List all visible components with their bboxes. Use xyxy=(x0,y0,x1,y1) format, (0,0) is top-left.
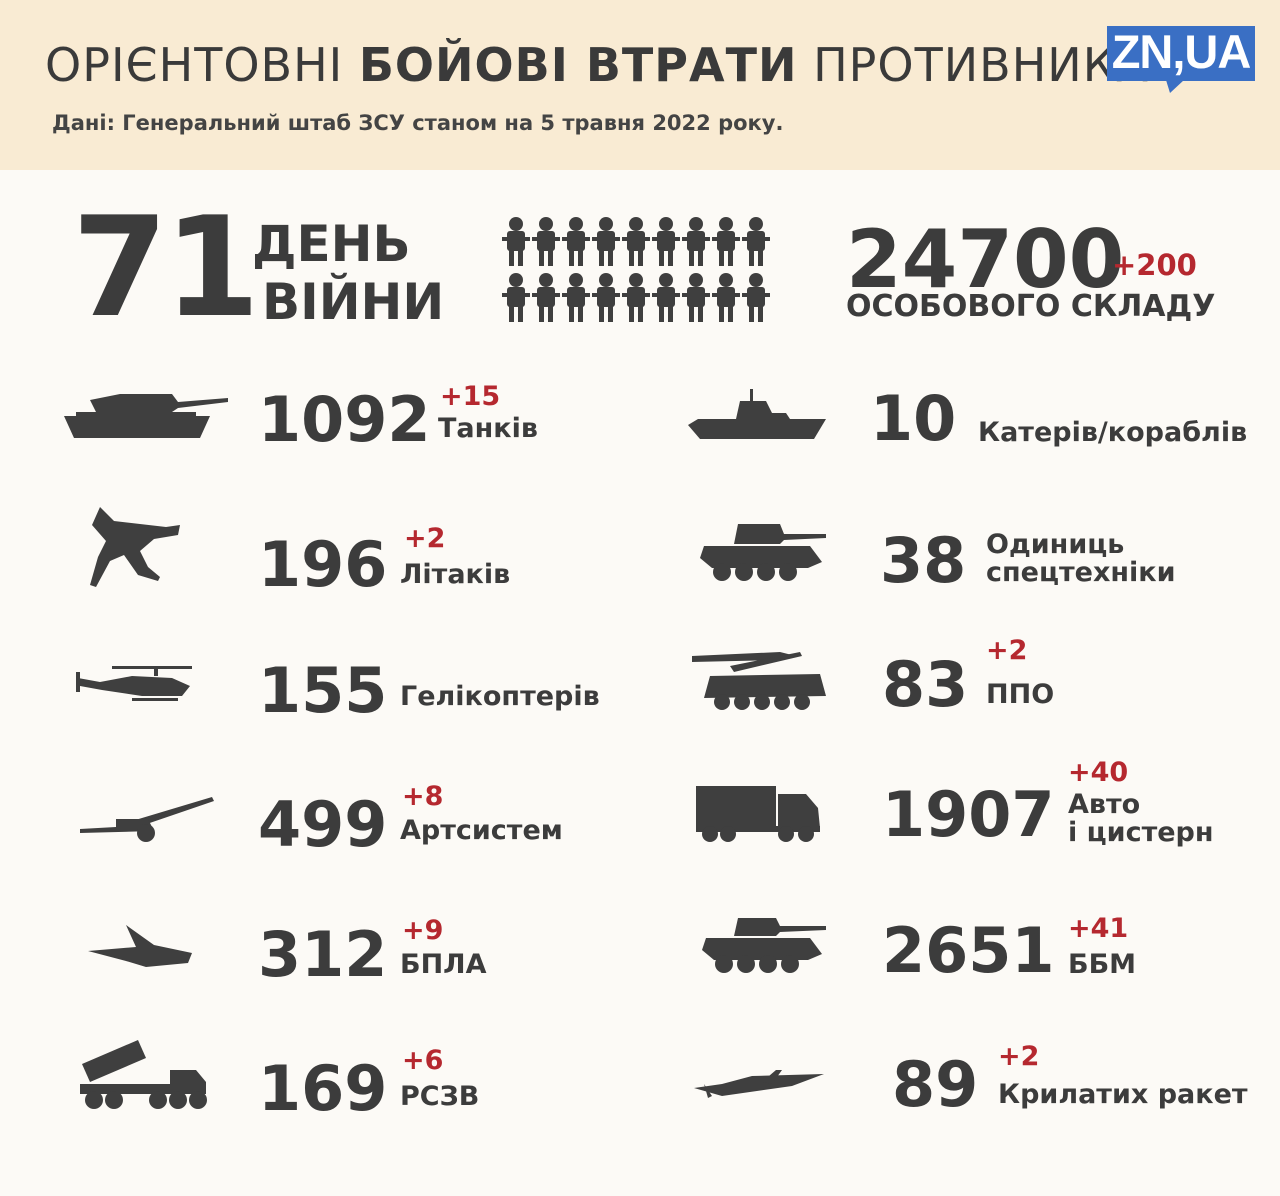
helicopters-value: 155 xyxy=(258,654,388,727)
mlrs-value: 169 xyxy=(258,1052,388,1125)
artillery-delta: +8 xyxy=(402,781,444,812)
page-title: ОРІЄНТОВНІ БОЙОВІ ВТРАТИ ПРОТИВНИКА xyxy=(45,38,1149,92)
tanks-delta: +15 xyxy=(440,381,501,412)
tanks-value: 1092 xyxy=(258,383,431,456)
airplanes-value: 196 xyxy=(258,528,388,601)
header-banner xyxy=(0,0,1280,170)
soldiers-icon xyxy=(502,217,770,322)
war-day-number: 71 xyxy=(72,187,260,348)
war-day-word-2: ВІЙНИ xyxy=(262,273,445,331)
ifv-delta: +41 xyxy=(1068,913,1129,944)
tank-icon xyxy=(64,394,228,438)
artillery-icon xyxy=(80,797,214,842)
vehicles-label-1: Авто xyxy=(1068,789,1141,820)
cruise-missiles-label: Крилатих ракет xyxy=(998,1079,1248,1110)
ifv-icon xyxy=(702,918,826,973)
ifv-value: 2651 xyxy=(882,914,1055,987)
drone-icon xyxy=(88,925,192,967)
drone-label: БПЛА xyxy=(400,949,487,980)
personnel-value: 24700 xyxy=(846,213,1125,306)
drone-delta: +9 xyxy=(402,915,444,946)
personnel-label: ОСОБОВОГО СКЛАДУ xyxy=(846,289,1216,324)
airplanes-delta: +2 xyxy=(404,523,446,554)
air-defense-value: 83 xyxy=(882,648,969,721)
airplane-icon xyxy=(90,507,180,587)
logo-badge xyxy=(1107,26,1255,81)
vehicles-value: 1907 xyxy=(882,778,1055,851)
ships-label: Катерів/кораблів xyxy=(978,417,1248,448)
air-defense-icon xyxy=(692,652,826,710)
mlrs-delta: +6 xyxy=(402,1045,444,1076)
ships-value: 10 xyxy=(870,382,957,455)
helicopters-label: Гелікоптерів xyxy=(400,681,600,712)
truck-icon xyxy=(696,786,820,842)
airplanes-label: Літаків xyxy=(400,559,511,590)
special-vehicles-label-2: спецтехніки xyxy=(986,557,1176,588)
vehicles-delta: +40 xyxy=(1068,757,1129,788)
data-source-subtitle: Дані: Генеральний штаб ЗСУ станом на 5 т… xyxy=(52,111,784,135)
special-vehicles-value: 38 xyxy=(880,524,967,597)
mlrs-icon xyxy=(80,1040,207,1109)
war-day-word-1: ДЕНЬ xyxy=(252,215,411,273)
air-defense-delta: +2 xyxy=(986,635,1028,666)
special-vehicle-icon xyxy=(700,524,826,581)
special-vehicles-label-1: Одиниць xyxy=(986,529,1125,560)
drone-value: 312 xyxy=(258,918,388,991)
vehicles-label-2: і цистерн xyxy=(1068,817,1214,848)
artillery-value: 499 xyxy=(258,788,388,861)
ship-icon xyxy=(688,389,826,439)
personnel-delta: +200 xyxy=(1112,248,1197,282)
helicopter-icon xyxy=(76,666,192,701)
air-defense-label: ППО xyxy=(986,679,1055,710)
cruise-missile-icon xyxy=(694,1070,824,1098)
logo-tail-icon xyxy=(1166,80,1184,93)
logo-text: ZN,UA xyxy=(1111,25,1252,78)
artillery-label: Артсистем xyxy=(400,815,563,846)
cruise-missiles-value: 89 xyxy=(892,1048,979,1121)
tanks-label: Танків xyxy=(438,413,538,444)
mlrs-label: РСЗВ xyxy=(400,1081,480,1112)
cruise-missiles-delta: +2 xyxy=(998,1041,1040,1072)
ifv-label: ББМ xyxy=(1068,949,1137,980)
